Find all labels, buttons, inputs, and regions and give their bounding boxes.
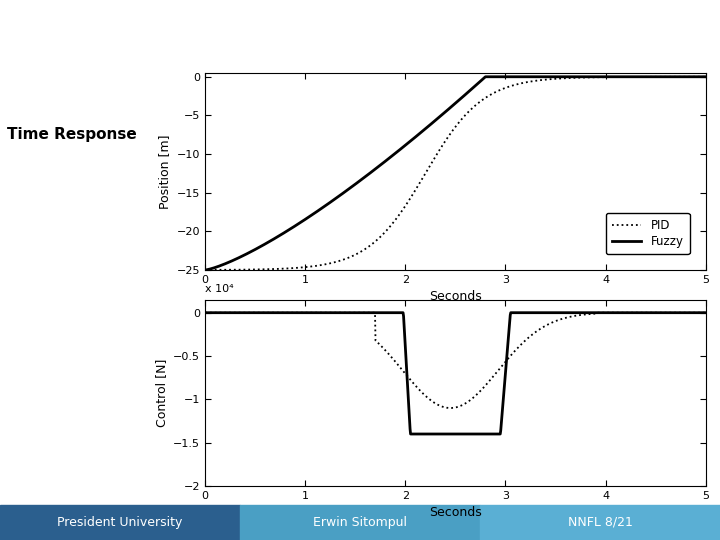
Fuzzy — [421, 125, 430, 132]
Text: Time Response: Time Response — [7, 127, 137, 143]
Fuzzy — [600, 73, 609, 80]
Fuzzy — [592, 309, 600, 316]
PID — [591, 74, 600, 80]
Fuzzy — [600, 309, 609, 316]
PID — [252, 266, 261, 273]
PID — [421, 393, 430, 399]
Fuzzy — [482, 73, 490, 80]
PID — [201, 309, 210, 316]
Fuzzy — [422, 431, 431, 437]
PID — [592, 310, 600, 317]
X-axis label: Seconds: Seconds — [429, 291, 482, 303]
PID — [544, 76, 553, 83]
Fuzzy — [701, 309, 710, 316]
X-axis label: Seconds: Seconds — [429, 507, 482, 519]
Fuzzy — [406, 431, 415, 437]
Bar — [240, 505, 480, 540]
Fuzzy — [545, 309, 554, 316]
Line: PID: PID — [205, 77, 706, 270]
PID — [600, 74, 608, 80]
PID — [252, 309, 261, 316]
Fuzzy — [403, 382, 412, 389]
Fuzzy — [201, 309, 210, 316]
Fuzzy — [201, 267, 210, 273]
Legend: PID, Fuzzy: PID, Fuzzy — [606, 213, 690, 254]
Text: Fuzzy Logic Control: Fuzzy Logic Control — [187, 4, 288, 14]
Y-axis label: Position [m]: Position [m] — [158, 134, 171, 208]
PID — [403, 199, 412, 206]
Fuzzy — [252, 309, 261, 316]
PID — [545, 321, 554, 327]
Fuzzy — [252, 246, 261, 252]
PID — [701, 73, 710, 80]
PID — [403, 373, 412, 380]
PID — [201, 267, 210, 273]
Fuzzy — [701, 73, 710, 80]
Line: PID: PID — [205, 313, 706, 408]
Bar — [480, 505, 720, 540]
Text: x 10⁴: x 10⁴ — [205, 284, 234, 294]
Text: President University: President University — [57, 516, 182, 529]
Bar — [0, 505, 240, 540]
PID — [421, 170, 430, 176]
PID — [701, 309, 710, 316]
Fuzzy — [403, 140, 412, 147]
Text: Fuzzy Logic: Fuzzy Logic — [113, 4, 173, 14]
Line: Fuzzy: Fuzzy — [205, 77, 706, 270]
Line: Fuzzy: Fuzzy — [205, 313, 706, 434]
Text: NNFL 8/21: NNFL 8/21 — [568, 516, 633, 529]
Fuzzy — [545, 73, 554, 80]
Y-axis label: Control [N]: Control [N] — [155, 359, 168, 427]
Fuzzy — [592, 73, 600, 80]
Text: Example: Stopping A Car: Example: Stopping A Car — [266, 26, 598, 50]
PID — [600, 309, 609, 316]
PID — [446, 405, 455, 411]
Text: Erwin Sitompul: Erwin Sitompul — [313, 516, 407, 529]
